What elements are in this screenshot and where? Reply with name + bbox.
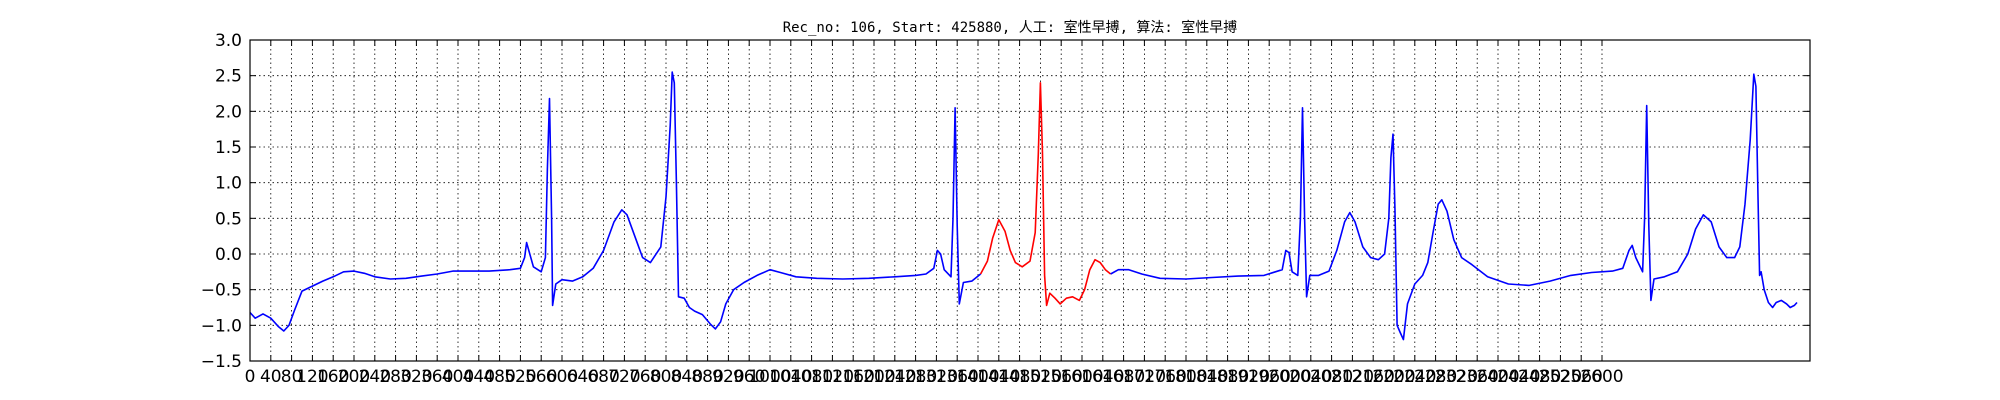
y-tick-label: 1.5	[215, 138, 242, 158]
x-tick-label: 2600	[1580, 367, 1623, 387]
x-tick-label: 680	[587, 367, 619, 387]
x-tick-label: 0	[245, 367, 256, 387]
x-tick-label: 280	[379, 367, 411, 387]
x-tick-label: 560	[525, 367, 557, 387]
x-tick-label: 640	[567, 367, 599, 387]
x-tick-label: 1440	[977, 367, 1020, 387]
ecg-series	[249, 71, 1798, 341]
x-tick-label: 480	[483, 367, 515, 387]
x-tick-label: 200	[338, 367, 370, 387]
x-tick-label: 1680	[1102, 367, 1145, 387]
ecg-series-line	[979, 82, 1112, 307]
x-tick-label: 600	[546, 367, 578, 387]
x-tick-label: 1000	[748, 367, 791, 387]
y-tick-label: 2.0	[215, 102, 242, 122]
x-tick-label: 1800	[1164, 367, 1207, 387]
x-tick-label: 160	[317, 367, 349, 387]
x-tick-label: 840	[671, 367, 703, 387]
x-axis: 0 40 8012016020024028032036040044048052056…	[245, 40, 1624, 387]
x-tick-label: 1880	[1206, 367, 1249, 387]
x-tick-label: 1760	[1144, 367, 1187, 387]
x-tick-label: 720	[608, 367, 640, 387]
x-tick-label: 1360	[936, 367, 979, 387]
y-tick-label: −1.0	[201, 316, 242, 336]
y-tick-label: 1.0	[215, 174, 242, 194]
y-tick-label: −1.5	[201, 352, 242, 372]
x-tick-label: 120	[296, 367, 328, 387]
x-tick-label: 1120	[811, 367, 854, 387]
x-tick-label: 80	[281, 367, 303, 387]
x-tick-label: 1240	[873, 367, 916, 387]
x-tick-label: 1640	[1081, 367, 1124, 387]
x-tick-label: 880	[691, 367, 723, 387]
y-tick-label: −0.5	[201, 281, 242, 301]
x-tick-label: 1960	[1248, 367, 1291, 387]
x-tick-label: 2280	[1414, 367, 1457, 387]
y-tick-label: 0.0	[215, 245, 242, 265]
x-tick-label: 800	[650, 367, 682, 387]
x-tick-label: 2480	[1518, 367, 1561, 387]
x-tick-label: 2200	[1372, 367, 1415, 387]
x-tick-label: 1480	[998, 367, 1041, 387]
x-tick-label: 760	[629, 367, 661, 387]
x-tick-label: 2040	[1289, 367, 1332, 387]
y-axis: 3.0 2.5 2.0 1.5 1.0 0.5 0.0 −0.5 −1.0 −1.5	[201, 31, 1810, 372]
x-tick-label: 2080	[1310, 367, 1353, 387]
x-tick-label: 1840	[1185, 367, 1228, 387]
x-tick-label: 2440	[1497, 367, 1540, 387]
x-tick-label: 1080	[790, 367, 833, 387]
x-tick-label: 2400	[1476, 367, 1519, 387]
y-tick-label: 3.0	[215, 31, 242, 51]
x-tick-label: 1400	[956, 367, 999, 387]
x-tick-label: 360	[421, 367, 453, 387]
x-tick-label: 960	[733, 367, 765, 387]
x-tick-label: 1200	[852, 367, 895, 387]
x-tick-label: 1520	[1019, 367, 1062, 387]
x-tick-label: 400	[442, 367, 474, 387]
x-tick-label: 1920	[1227, 367, 1270, 387]
x-tick-label: 1560	[1040, 367, 1083, 387]
ecg-series-line	[1110, 73, 1798, 341]
x-tick-label: 2120	[1331, 367, 1374, 387]
x-tick-label: 1320	[915, 367, 958, 387]
x-tick-label: 440	[463, 367, 495, 387]
x-tick-label: 1600	[1060, 367, 1103, 387]
x-tick-label: 40	[260, 367, 282, 387]
ecg-series-line	[249, 71, 982, 332]
chart-title: Rec_no: 106, Start: 425880, 人工: 室性早搏, 算法…	[783, 19, 1238, 36]
x-tick-label: 2000	[1268, 367, 1311, 387]
x-tick-label: 2520	[1539, 367, 1582, 387]
plot-frame	[249, 39, 1811, 362]
x-tick-label: 1280	[894, 367, 937, 387]
x-tick-label: 2240	[1393, 367, 1436, 387]
x-tick-label: 1040	[769, 367, 812, 387]
x-tick-label: 2320	[1435, 367, 1478, 387]
y-tick-label: 0.5	[215, 209, 242, 229]
x-tick-label: 240	[359, 367, 391, 387]
y-tick-label: 2.5	[215, 67, 242, 87]
x-tick-label: 1160	[832, 367, 875, 387]
x-tick-label: 320	[400, 367, 432, 387]
x-tick-label: 2560	[1560, 367, 1603, 387]
x-tick-label: 2360	[1456, 367, 1499, 387]
x-tick-label: 920	[712, 367, 744, 387]
x-tick-label: 2160	[1352, 367, 1395, 387]
x-tick-label: 1720	[1123, 367, 1166, 387]
x-tick-label: 520	[504, 367, 536, 387]
grid	[249, 39, 1810, 362]
